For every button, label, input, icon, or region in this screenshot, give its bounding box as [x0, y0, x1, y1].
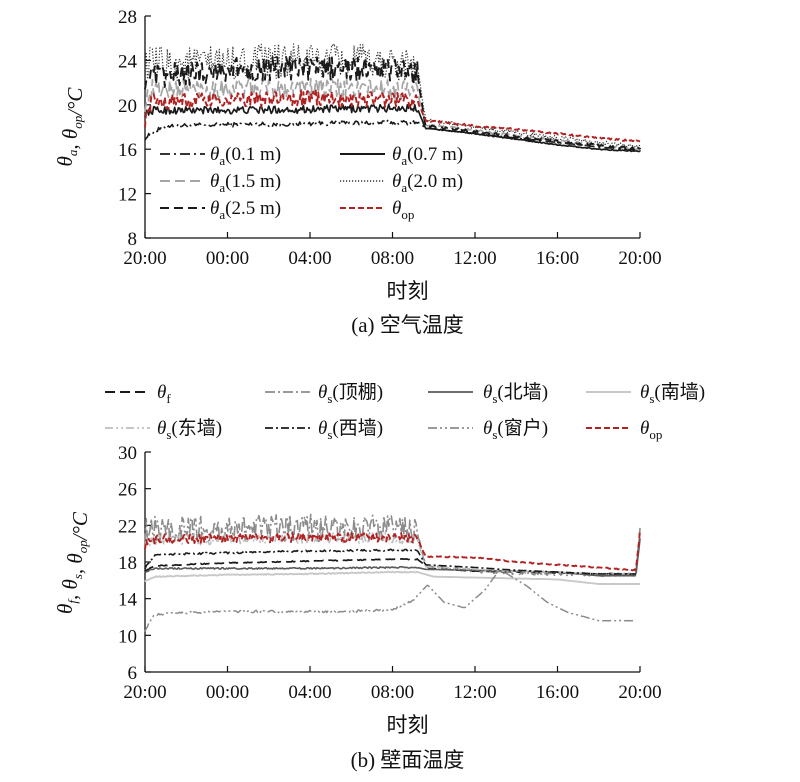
series-line [144, 530, 641, 572]
legend-label: θs(北墙) [483, 381, 548, 406]
series-line [144, 77, 641, 151]
series-line [144, 557, 636, 575]
y-tick-label: 6 [128, 663, 138, 684]
legend-label: θa(1.5 m) [210, 171, 281, 195]
legend-label: θop [392, 198, 414, 222]
x-tick-label: 20:00 [123, 248, 166, 269]
chart-air-temperature: 8 12 16 20 24 28 20:00 00:00 04:00 08:00 12:00 16:0… [53, 7, 662, 337]
x-tick-label: 04:00 [288, 248, 331, 269]
legend-label: θs(东墙) [157, 417, 222, 442]
x-tick-label: 12:00 [453, 248, 496, 269]
legend-label: θs(顶棚) [318, 381, 383, 406]
x-axis-label: 时刻 [387, 279, 429, 303]
series-line [144, 89, 641, 143]
y-tick-label: 26 [118, 480, 137, 501]
panel-caption: (b) 壁面温度 [351, 748, 465, 772]
y-tick-label: 30 [118, 443, 137, 464]
x-tick-label: 00:00 [206, 682, 249, 703]
y-tick-label: 10 [118, 626, 137, 647]
x-tick-label: 08:00 [371, 248, 414, 269]
x-tick-label: 08:00 [371, 682, 414, 703]
series-line [144, 548, 636, 575]
series-line [144, 568, 636, 632]
legend-label: θop [640, 418, 662, 442]
x-axis-label: 时刻 [387, 713, 429, 737]
y-axis-label: θa, θop/°C [53, 87, 87, 167]
series-line [144, 570, 640, 586]
y-tick-label: 20 [118, 96, 137, 117]
series-line [144, 55, 641, 152]
y-tick-label: 14 [118, 590, 138, 611]
legend-label: θf [157, 382, 171, 406]
y-tick-label: 24 [118, 51, 138, 72]
legend-label: θa(0.1 m) [210, 144, 281, 168]
x-tick-label: 20:00 [618, 248, 661, 269]
y-tick-label: 28 [118, 7, 137, 28]
legend-label: θa(2.0 m) [392, 171, 463, 195]
series-line [144, 119, 641, 152]
x-tick-label: 00:00 [206, 248, 249, 269]
y-tick-label: 16 [118, 140, 137, 161]
legend-label: θs(西墙) [318, 417, 383, 442]
series-line [144, 538, 641, 577]
x-tick-label: 12:00 [453, 682, 496, 703]
x-tick-label: 20:00 [123, 682, 166, 703]
x-tick-label: 16:00 [536, 682, 579, 703]
x-tick-label: 04:00 [288, 682, 331, 703]
x-tick-label: 16:00 [536, 248, 579, 269]
y-tick-label: 18 [118, 553, 137, 574]
chart-wall-surface-temperature: 6 10 14 18 22 26 30 20:00 00:00 04:00 08:00 12:00 16… [53, 381, 705, 772]
y-axis-label: θf, θs, θop/°C [53, 511, 92, 614]
y-tick-label: 22 [118, 516, 137, 537]
series-line [144, 43, 641, 149]
legend-label: θs(窗户) [483, 417, 548, 442]
series-line [144, 103, 641, 153]
panel-caption: (a) 空气温度 [351, 313, 464, 337]
legend-label: θa(2.5 m) [210, 198, 281, 222]
y-tick-label: 8 [128, 229, 138, 250]
x-tick-label: 20:00 [618, 682, 661, 703]
y-tick-label: 12 [118, 185, 137, 206]
legend-label: θa(0.7 m) [392, 144, 463, 168]
legend-label: θs(南墙) [640, 381, 705, 406]
